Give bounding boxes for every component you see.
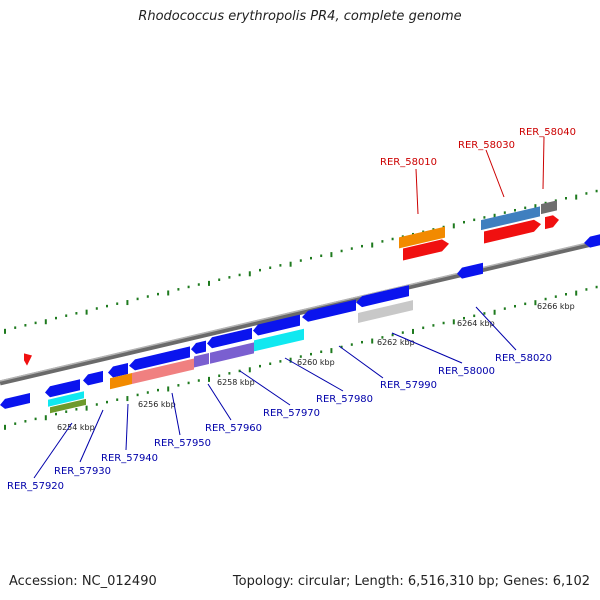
gene-box[interactable] bbox=[481, 206, 540, 231]
forward-strand-genes bbox=[24, 200, 559, 366]
gene-box[interactable] bbox=[358, 300, 413, 324]
scale-label: 6264 kbp bbox=[457, 319, 495, 328]
forward-labels bbox=[415, 136, 545, 215]
gene-label[interactable]: RER_57990 bbox=[380, 380, 437, 391]
gene-label[interactable]: RER_57980 bbox=[316, 394, 373, 405]
gene-box[interactable] bbox=[132, 358, 194, 385]
scale-label: 6260 kbp bbox=[297, 358, 335, 367]
reverse-labels bbox=[33, 306, 517, 479]
reverse-strand-genes bbox=[0, 234, 600, 414]
scale-label: 6256 kbp bbox=[138, 400, 176, 409]
gene-box[interactable] bbox=[194, 352, 209, 368]
gene-arrow[interactable] bbox=[191, 340, 206, 356]
accession-text: Accession: NC_012490 bbox=[9, 574, 157, 589]
gene-arrow[interactable] bbox=[0, 392, 30, 410]
reverse-tick-row bbox=[4, 285, 598, 430]
forward-tick-row bbox=[4, 189, 598, 334]
gene-label[interactable]: RER_58010 bbox=[380, 157, 437, 168]
gene-label[interactable]: RER_58020 bbox=[495, 353, 552, 364]
gene-box[interactable] bbox=[399, 226, 445, 249]
gene-arrow[interactable] bbox=[484, 218, 541, 244]
gene-arrow[interactable] bbox=[108, 362, 128, 379]
topology-text: Topology: circular; Length: 6,516,310 bp… bbox=[232, 574, 590, 589]
gene-arrow[interactable] bbox=[45, 379, 80, 398]
gene-label[interactable]: RER_58000 bbox=[438, 366, 495, 377]
gene-label[interactable]: RER_58040 bbox=[519, 127, 576, 138]
gene-box[interactable] bbox=[541, 200, 557, 215]
gene-box[interactable] bbox=[50, 398, 86, 414]
gene-label[interactable]: RER_57940 bbox=[101, 453, 158, 464]
gene-arrow[interactable] bbox=[253, 314, 300, 337]
gene-arrow[interactable] bbox=[403, 238, 449, 261]
gene-arrow[interactable] bbox=[24, 351, 32, 366]
gene-arrow[interactable] bbox=[83, 370, 103, 387]
scale-label: 6262 kbp bbox=[377, 338, 415, 347]
gene-arrow[interactable] bbox=[545, 214, 559, 230]
gene-box[interactable] bbox=[110, 373, 132, 390]
scale-label: 6258 kbp bbox=[217, 378, 255, 387]
scale-label: 6254 kbp bbox=[57, 423, 95, 432]
gene-arrow[interactable] bbox=[457, 262, 483, 280]
gene-arrow[interactable] bbox=[302, 299, 356, 324]
gene-box[interactable] bbox=[48, 391, 84, 407]
gene-label[interactable]: RER_57920 bbox=[7, 481, 64, 492]
gene-label[interactable]: RER_57950 bbox=[154, 438, 211, 449]
gene-arrow[interactable] bbox=[129, 346, 190, 371]
genome-backbone bbox=[0, 239, 600, 386]
gene-label[interactable]: RER_57970 bbox=[263, 408, 320, 419]
gene-arrow[interactable] bbox=[356, 285, 409, 308]
gene-arrow[interactable] bbox=[207, 327, 252, 350]
gene-label[interactable]: RER_57960 bbox=[205, 423, 262, 434]
map-title: Rhodococcus erythropolis PR4, complete g… bbox=[138, 9, 462, 24]
gene-box[interactable] bbox=[210, 342, 254, 364]
gene-arrow[interactable] bbox=[584, 234, 600, 249]
scale-label: 6266 kbp bbox=[537, 302, 575, 311]
gene-label[interactable]: RER_58030 bbox=[458, 140, 515, 151]
gene-box[interactable] bbox=[254, 328, 304, 352]
gene-label[interactable]: RER_57930 bbox=[54, 466, 111, 477]
